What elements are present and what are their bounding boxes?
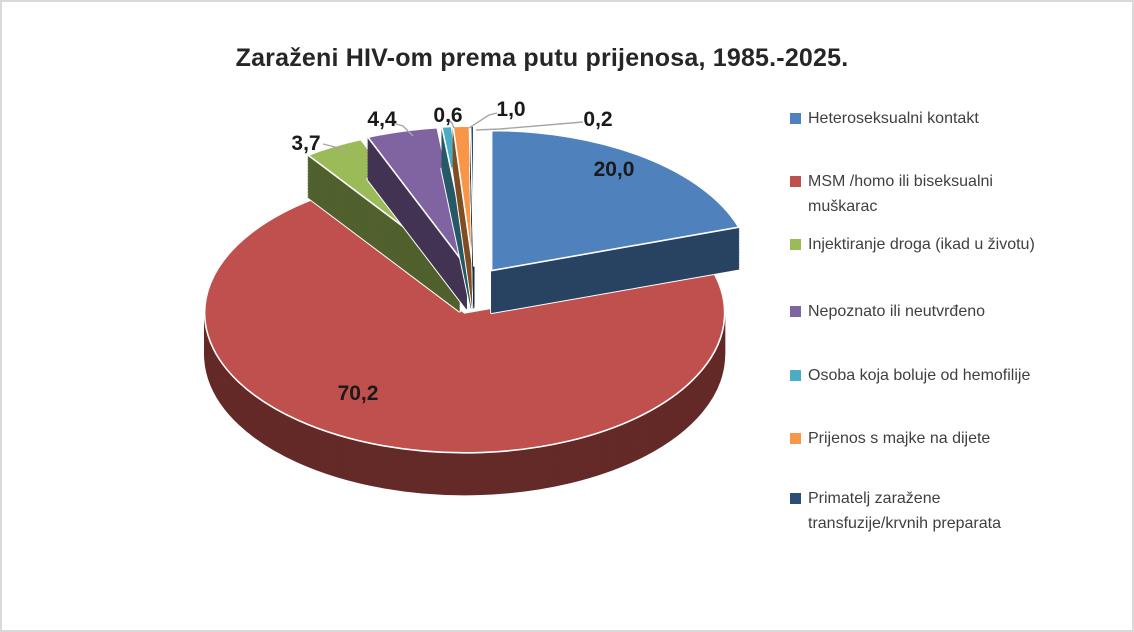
legend-swatch-icon [790,176,801,187]
legend-label: Prijenos s majke na dijete [808,430,991,447]
pie-slice-0[interactable] [490,129,740,272]
data-label-0: 20,0 [594,158,635,181]
legend-item-6[interactable]: Primatelj zaražene transfuzije/krvnih pr… [790,486,1001,536]
legend-label: Heteroseksualni kontakt [808,110,979,127]
legend-label: Injektiranje droga (ikad u životu) [808,236,1035,253]
legend-swatch-icon [790,433,801,444]
data-label-6: 0,2 [583,108,612,131]
data-label-5: 1,0 [496,98,525,121]
data-label-2: 3,7 [291,132,320,155]
legend-swatch-icon [790,370,801,381]
data-label-3: 4,4 [367,108,397,131]
pie-slice-1[interactable] [203,198,726,454]
legend-item-3[interactable]: Nepoznato ili neutvrđeno [790,299,985,324]
leader-line-6 [475,121,584,131]
legend-label: MSM /homo ili biseksualni muškarac [808,173,993,215]
legend-label: Osoba koja boluje od hemofilije [808,367,1031,384]
legend-item-4[interactable]: Osoba koja boluje od hemofilije [790,363,1030,388]
legend-swatch-icon [790,306,801,317]
leader-line-5 [468,112,498,129]
legend-item-0[interactable]: Heteroseksualni kontakt [790,106,979,131]
legend-swatch-icon [790,493,801,504]
legend-label: Nepoznato ili neutvrđeno [808,303,986,320]
legend-swatch-icon [790,239,801,250]
data-label-1: 70,2 [338,382,379,405]
legend-swatch-icon [790,113,801,124]
leader-line-2 [322,143,348,153]
legend-item-2[interactable]: Injektiranje droga (ikad u životu) [790,232,1035,257]
leader-line-4 [448,119,455,129]
data-label-4: 0,6 [433,104,462,127]
legend-item-1[interactable]: MSM /homo ili biseksualni muškarac [790,169,993,219]
chart-title: Zaraženi HIV-om prema putu prijenosa, 19… [235,44,849,72]
legend-item-5[interactable]: Prijenos s majke na dijete [790,426,990,451]
leader-line-3 [392,122,414,137]
legend-label: Primatelj zaražene transfuzije/krvnih pr… [808,490,1001,532]
